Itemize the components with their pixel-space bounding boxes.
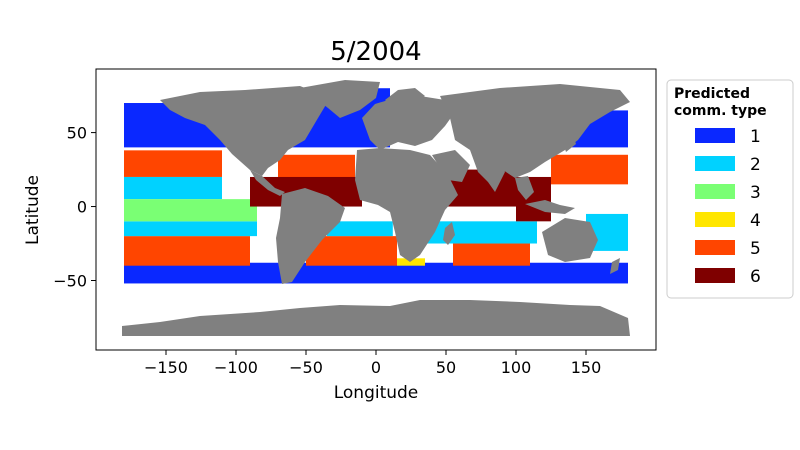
legend-label-3: 3 — [750, 183, 761, 203]
legend-swatch-4 — [695, 212, 735, 227]
legend-swatch-3 — [695, 184, 735, 199]
legend-label-4: 4 — [750, 211, 761, 231]
x-axis: −150 −100 −50 0 50 100 150 — [144, 350, 601, 377]
land-north-america — [160, 86, 330, 176]
region-type-5 — [551, 154, 628, 185]
land-africa — [355, 148, 458, 262]
x-tick-label: 0 — [371, 358, 381, 377]
y-tick-label: 0 — [77, 198, 87, 217]
legend-swatch-2 — [695, 156, 735, 171]
legend-swatch-1 — [695, 128, 735, 143]
legend-label-5: 5 — [750, 239, 761, 259]
y-tick-label: 50 — [67, 124, 87, 143]
region-type-1 — [124, 262, 628, 284]
y-axis: −50 0 50 — [53, 124, 96, 290]
region-type-2 — [327, 221, 393, 237]
legend-label-2: 2 — [750, 155, 761, 175]
land-antarctica — [122, 300, 630, 336]
x-axis-label: Longitude — [334, 383, 419, 403]
legend: Predicted comm. type 1 2 3 4 5 6 — [666, 79, 794, 299]
region-type-5 — [124, 236, 250, 266]
legend-swatch-5 — [695, 240, 735, 255]
legend-title-line-2: comm. type — [674, 103, 767, 119]
region-type-5 — [453, 243, 530, 266]
region-type-5 — [124, 150, 222, 177]
land-japan — [562, 132, 576, 152]
x-tick-label: 100 — [501, 358, 532, 377]
land-masses — [122, 80, 630, 336]
land-new-zealand — [610, 258, 620, 274]
land-india — [480, 158, 505, 192]
land-scandinavia — [385, 88, 425, 110]
x-tick-label: −100 — [214, 358, 258, 377]
region-type-4 — [397, 258, 425, 266]
region-type-2 — [425, 221, 537, 244]
land-southeast-asia — [515, 176, 534, 200]
land-greenland — [300, 80, 380, 118]
land-central-america — [250, 170, 285, 196]
x-tick-label: 150 — [571, 358, 602, 377]
y-tick-label: −50 — [53, 271, 87, 290]
land-madagascar — [443, 222, 455, 245]
land-indonesia — [525, 200, 575, 214]
legend-swatch-6 — [695, 268, 735, 283]
plot-area — [95, 68, 657, 351]
land-europe — [362, 96, 455, 150]
region-type-2 — [124, 221, 257, 237]
legend-entries: 1 2 3 4 5 6 — [695, 127, 761, 287]
x-tick-label: −150 — [144, 358, 188, 377]
x-tick-label: −50 — [289, 358, 323, 377]
x-tick-label: 50 — [436, 358, 456, 377]
legend-title-line-1: Predicted — [674, 86, 750, 102]
land-asia — [440, 84, 630, 182]
land-arabia — [432, 150, 470, 182]
region-type-3 — [124, 199, 257, 222]
legend-label-6: 6 — [750, 267, 761, 287]
chart-title: 5/2004 — [330, 37, 421, 67]
y-axis-label: Latitude — [23, 175, 43, 245]
legend-label-1: 1 — [750, 127, 761, 147]
land-australia — [542, 218, 598, 262]
region-type-2 — [124, 176, 222, 200]
land-south-america — [276, 188, 345, 284]
